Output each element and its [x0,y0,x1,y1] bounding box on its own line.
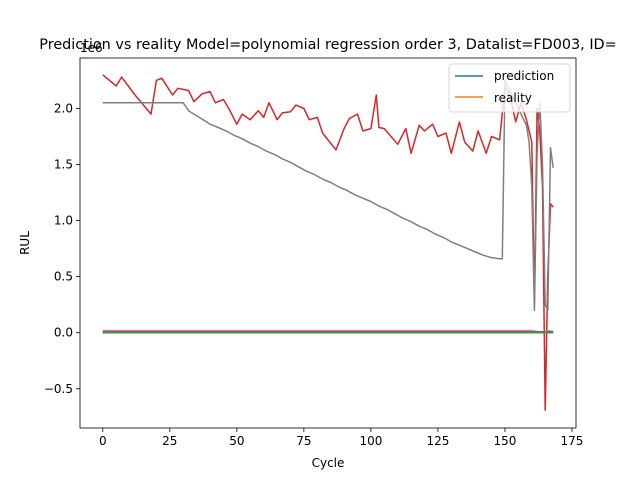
x-axis-label: Cycle [312,456,345,470]
series-line-3 [102,74,554,411]
y-tick-label: 2.0 [54,101,73,115]
series-layer [102,74,554,411]
x-tick-label: 150 [493,434,516,448]
y-tick-label: 1.5 [54,158,73,172]
y-tick-label: 0.0 [54,326,73,340]
y-axis-label: RUL [18,231,32,255]
y-tick-label: −0.5 [44,382,73,396]
x-tick-label: 100 [359,434,382,448]
legend-label-prediction: prediction [494,69,554,83]
plot-area [80,58,576,428]
x-tick-label: 125 [426,434,449,448]
series-line-4 [102,79,554,312]
x-axis-ticks: 0 25 50 75 100 125 150 175 [99,428,583,448]
legend-label-reality: reality [494,91,532,105]
y-tick-label: 0.5 [54,270,73,284]
offset-label: 1e6 [80,41,103,55]
y-axis-ticks: −0.5 0.0 0.5 1.0 1.5 2.0 [44,101,80,396]
x-tick-label: 75 [296,434,311,448]
x-tick-label: 50 [229,434,244,448]
plot-frame [79,57,577,429]
x-tick-label: 0 [99,434,107,448]
chart-title: Prediction vs reality Model=polynomial r… [39,37,616,53]
x-tick-label: 175 [561,434,584,448]
legend: prediction reality [448,63,571,113]
y-tick-label: 1.0 [54,214,73,228]
x-tick-label: 25 [162,434,177,448]
